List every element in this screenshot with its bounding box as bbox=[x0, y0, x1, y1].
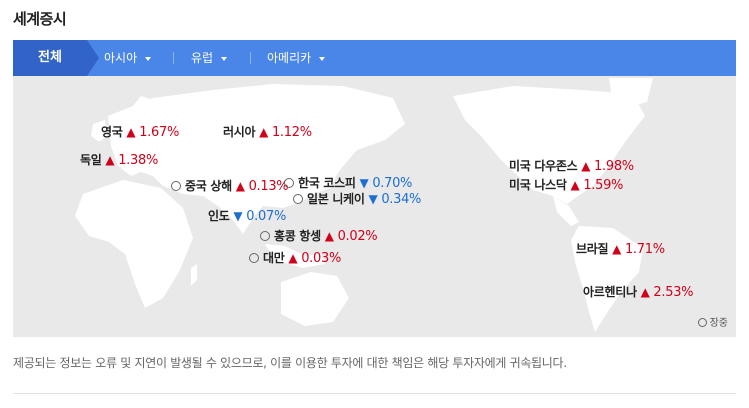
arrow-down-icon: ▼ bbox=[368, 192, 378, 206]
arrow-up-icon: ▲ bbox=[105, 153, 115, 167]
index-hangseng[interactable]: 홍콩 항셍 ▲ 0.02% bbox=[260, 227, 378, 244]
tab-europe[interactable]: 유럽 bbox=[191, 40, 228, 76]
index-change: 0.34% bbox=[381, 192, 422, 207]
disclaimer-text: 제공되는 정보는 오류 및 지연이 발생될 수 있으므로, 이를 이용한 투자에… bbox=[13, 356, 567, 370]
index-name: 한국 코스피 bbox=[298, 176, 356, 190]
index-change: 0.13% bbox=[248, 179, 289, 194]
index-change: 1.71% bbox=[624, 242, 665, 257]
index-germany[interactable]: 독일 ▲ 1.38% bbox=[80, 151, 158, 168]
world-map: 영국 ▲ 1.67% 러시아 ▲ 1.12% 독일 ▲ 1.38% 중국 상해 … bbox=[13, 76, 736, 337]
index-change: 0.03% bbox=[301, 251, 342, 266]
tab-americas[interactable]: 아메리카 bbox=[267, 40, 326, 76]
divider bbox=[13, 393, 736, 394]
index-india[interactable]: 인도 ▼ 0.07% bbox=[208, 207, 286, 224]
clock-icon bbox=[249, 253, 259, 263]
index-name: 영국 bbox=[101, 125, 123, 139]
index-russia[interactable]: 러시아 ▲ 1.12% bbox=[223, 123, 312, 140]
tab-americas-label: 아메리카 bbox=[267, 51, 312, 65]
arrow-up-icon: ▲ bbox=[324, 229, 334, 243]
arrow-up-icon: ▲ bbox=[612, 242, 622, 256]
index-name: 미국 다우존스 bbox=[509, 159, 578, 173]
index-name: 대만 bbox=[263, 251, 285, 265]
arrow-up-icon: ▲ bbox=[235, 179, 245, 193]
world-map-shapes bbox=[75, 78, 653, 332]
index-dowjones[interactable]: 미국 다우존스 ▲ 1.98% bbox=[509, 157, 634, 174]
index-argentina[interactable]: 아르헨티나 ▲ 2.53% bbox=[583, 283, 694, 300]
region-tab-bar: 전체 아시아 유럽 아메리카 bbox=[13, 40, 736, 76]
caret-down-icon bbox=[221, 56, 228, 61]
index-name: 아르헨티나 bbox=[583, 285, 637, 299]
intraday-legend: 장중 bbox=[697, 314, 728, 329]
index-name: 미국 나스닥 bbox=[509, 178, 567, 192]
arrow-up-icon: ▲ bbox=[259, 125, 269, 139]
tab-all[interactable]: 전체 bbox=[13, 40, 99, 76]
tab-divider bbox=[250, 52, 251, 64]
index-change: 1.12% bbox=[271, 125, 312, 140]
index-nasdaq[interactable]: 미국 나스닥 ▲ 1.59% bbox=[509, 176, 623, 193]
clock-icon bbox=[284, 178, 294, 188]
index-name: 독일 bbox=[80, 153, 102, 167]
arrow-down-icon: ▼ bbox=[233, 209, 243, 223]
arrow-up-icon: ▲ bbox=[126, 125, 136, 139]
index-shanghai[interactable]: 중국 상해 ▲ 0.13% bbox=[171, 177, 289, 194]
clock-icon bbox=[260, 231, 270, 241]
caret-down-icon bbox=[145, 56, 152, 61]
index-kospi[interactable]: 한국 코스피 ▼ 0.70% bbox=[284, 174, 412, 191]
index-change: 0.07% bbox=[246, 209, 287, 224]
index-name: 인도 bbox=[208, 209, 230, 223]
tab-asia-label: 아시아 bbox=[104, 51, 138, 65]
index-name: 홍콩 항셍 bbox=[274, 229, 321, 243]
arrow-up-icon: ▲ bbox=[288, 251, 298, 265]
arrow-down-icon: ▼ bbox=[359, 176, 369, 190]
tab-divider bbox=[173, 52, 174, 64]
arrow-up-icon: ▲ bbox=[640, 285, 650, 299]
index-name: 중국 상해 bbox=[185, 179, 232, 193]
caret-down-icon bbox=[319, 56, 326, 61]
index-name: 러시아 bbox=[223, 125, 256, 139]
index-change: 0.70% bbox=[372, 176, 413, 191]
tab-europe-label: 유럽 bbox=[191, 51, 214, 65]
clock-icon bbox=[697, 318, 707, 327]
arrow-up-icon: ▲ bbox=[581, 159, 591, 173]
index-change: 1.98% bbox=[594, 159, 634, 174]
index-change: 0.02% bbox=[337, 229, 378, 244]
index-taiwan[interactable]: 대만 ▲ 0.03% bbox=[249, 249, 341, 266]
index-change: 1.67% bbox=[139, 125, 180, 140]
index-name: 브라질 bbox=[576, 242, 609, 256]
legend-label: 장중 bbox=[709, 318, 728, 329]
index-change: 1.59% bbox=[583, 178, 624, 193]
tab-asia[interactable]: 아시아 bbox=[104, 40, 152, 76]
index-uk[interactable]: 영국 ▲ 1.67% bbox=[101, 123, 179, 140]
index-nikkei[interactable]: 일본 니케이 ▼ 0.34% bbox=[293, 190, 421, 207]
index-change: 1.38% bbox=[118, 153, 159, 168]
clock-icon bbox=[293, 194, 303, 204]
index-brazil[interactable]: 브라질 ▲ 1.71% bbox=[576, 240, 665, 257]
index-name: 일본 니케이 bbox=[307, 192, 365, 206]
index-change: 2.53% bbox=[653, 285, 694, 300]
arrow-up-icon: ▲ bbox=[570, 178, 580, 192]
clock-icon bbox=[171, 181, 181, 191]
page-title: 세계증시 bbox=[13, 10, 67, 28]
